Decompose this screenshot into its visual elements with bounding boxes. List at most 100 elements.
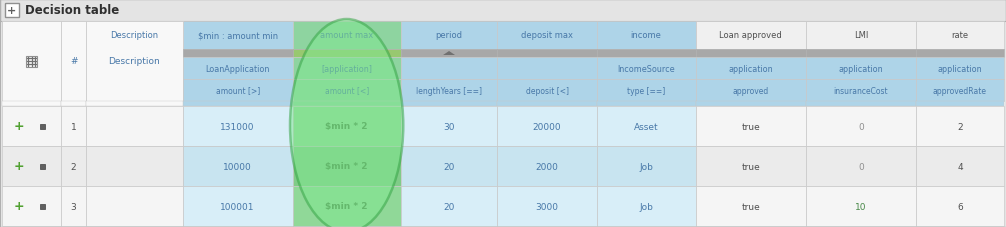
Text: approvedRate: approvedRate: [933, 86, 987, 95]
Text: +: +: [13, 160, 24, 173]
Bar: [182, 186, 293, 226]
Text: type [==]: type [==]: [627, 86, 665, 95]
Text: period: period: [436, 31, 463, 40]
Bar: [806, 58, 915, 80]
Text: [application]: [application]: [321, 64, 372, 73]
Bar: [86, 146, 182, 186]
Bar: [293, 186, 400, 226]
Text: LMI: LMI: [854, 31, 868, 40]
Bar: [806, 186, 915, 226]
Text: 20: 20: [444, 162, 455, 171]
Text: Description: Description: [110, 31, 158, 40]
Bar: [915, 58, 1004, 80]
Text: 2: 2: [70, 162, 76, 171]
Text: 2: 2: [957, 122, 963, 131]
Bar: [2, 22, 61, 101]
Text: 4: 4: [957, 162, 963, 171]
Bar: [40, 204, 45, 209]
Bar: [2, 101, 61, 106]
Text: Job: Job: [639, 202, 653, 211]
Text: 100001: 100001: [220, 202, 255, 211]
Bar: [400, 106, 498, 146]
Text: #: #: [69, 57, 77, 66]
Bar: [61, 146, 86, 186]
Text: +: +: [13, 200, 24, 212]
Bar: [400, 186, 498, 226]
Bar: [182, 22, 293, 50]
Text: income: income: [631, 31, 662, 40]
Bar: [293, 50, 400, 58]
Bar: [696, 80, 806, 101]
Text: 1: 1: [70, 122, 76, 131]
Text: 3: 3: [70, 202, 76, 211]
Bar: [400, 50, 498, 58]
Text: 3000: 3000: [535, 202, 558, 211]
Text: 2000: 2000: [535, 162, 558, 171]
Bar: [400, 101, 498, 106]
Bar: [597, 106, 696, 146]
Text: deposit max: deposit max: [521, 31, 573, 40]
Bar: [86, 22, 182, 50]
Text: application: application: [728, 64, 773, 73]
Text: amount max: amount max: [320, 31, 373, 40]
Bar: [696, 58, 806, 80]
Text: true: true: [741, 162, 761, 171]
Bar: [86, 101, 182, 106]
Text: $min : amount min: $min : amount min: [197, 31, 278, 40]
Text: 6: 6: [957, 202, 963, 211]
Bar: [498, 146, 597, 186]
Bar: [915, 80, 1004, 101]
Bar: [498, 22, 597, 50]
Bar: [26, 56, 37, 67]
Bar: [400, 58, 498, 80]
Polygon shape: [443, 52, 455, 56]
Text: $min * 2: $min * 2: [325, 122, 368, 131]
Bar: [498, 101, 597, 106]
Text: +: +: [7, 6, 17, 16]
Text: insuranceCost: insuranceCost: [834, 86, 888, 95]
Bar: [61, 101, 86, 106]
Bar: [498, 80, 597, 101]
Bar: [0, 0, 1006, 22]
Text: 30: 30: [444, 122, 455, 131]
Bar: [5, 4, 19, 18]
Text: application: application: [938, 64, 982, 73]
Bar: [915, 50, 1004, 58]
Bar: [915, 101, 1004, 106]
Bar: [806, 22, 915, 50]
Bar: [61, 22, 86, 50]
Bar: [86, 106, 182, 146]
Bar: [597, 58, 696, 80]
Bar: [806, 101, 915, 106]
Bar: [61, 186, 86, 226]
Bar: [2, 22, 61, 50]
Bar: [293, 101, 400, 106]
Text: 0: 0: [858, 162, 864, 171]
Bar: [293, 146, 400, 186]
Bar: [2, 146, 61, 186]
Text: deposit [<]: deposit [<]: [525, 86, 568, 95]
Bar: [498, 106, 597, 146]
Bar: [86, 186, 182, 226]
Bar: [61, 106, 86, 146]
Bar: [696, 50, 806, 58]
Bar: [40, 124, 45, 129]
Bar: [696, 101, 806, 106]
Text: application: application: [839, 64, 883, 73]
Text: Asset: Asset: [634, 122, 659, 131]
Bar: [182, 146, 293, 186]
Bar: [696, 22, 806, 50]
Text: Description: Description: [109, 57, 160, 66]
Bar: [915, 22, 1004, 50]
Text: Job: Job: [639, 162, 653, 171]
Bar: [182, 58, 293, 80]
Text: amount [<]: amount [<]: [325, 86, 369, 95]
Text: 10000: 10000: [223, 162, 253, 171]
Bar: [915, 186, 1004, 226]
Bar: [2, 106, 61, 146]
Bar: [293, 80, 400, 101]
Text: 20: 20: [444, 202, 455, 211]
Bar: [86, 22, 182, 101]
Text: LoanApplication: LoanApplication: [205, 64, 270, 73]
Bar: [696, 106, 806, 146]
